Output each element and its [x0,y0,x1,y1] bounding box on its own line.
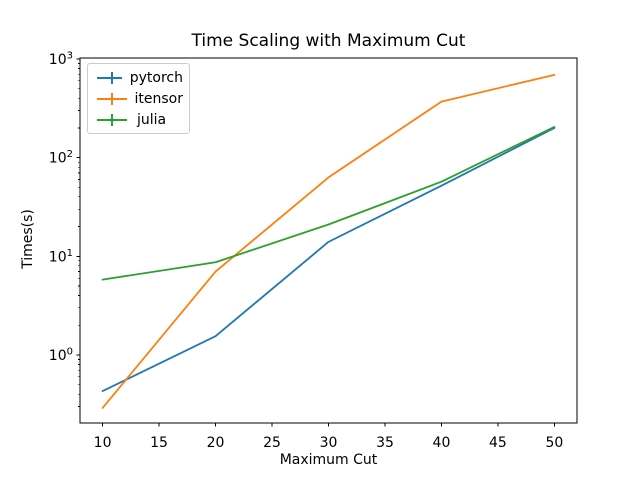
x-tick-label: 35 [376,435,394,451]
y-tick-label: 102 [49,149,73,167]
x-tick-label: 30 [320,435,338,451]
legend-item-julia: julia [95,109,183,130]
x-tick-label: 25 [263,435,281,451]
x-tick-label: 45 [489,435,507,451]
legend-item-label: julia [137,111,167,128]
y-axis-label: Times(s) [20,209,36,269]
x-tick-label: 10 [94,435,112,451]
legend-item-pytorch: pytorch [95,67,183,88]
errorbar-marker-icon [97,92,127,105]
y-tick-label: 100 [49,346,73,364]
x-tick-label: 50 [545,435,563,451]
errorbar-marker-icon [97,113,127,126]
x-axis-label: Maximum Cut [279,452,378,468]
legend-item-itensor: itensor [95,88,183,109]
x-tick-label: 15 [150,435,168,451]
x-tick-label: 40 [433,435,451,451]
chart-title: Time Scaling with Maximum Cut [191,31,466,51]
errorbar-marker-icon [97,71,122,84]
legend-item-label: pytorch [129,69,183,86]
series-line-julia [101,125,556,281]
y-tick-label: 101 [49,248,73,266]
x-tick-label: 20 [207,435,225,451]
series-line-pytorch [101,127,556,392]
y-tick-label: 103 [49,50,73,67]
legend-item-label: itensor [134,90,183,107]
series-line-itensor [101,73,556,409]
legend: pytorch itensor julia [87,63,190,134]
